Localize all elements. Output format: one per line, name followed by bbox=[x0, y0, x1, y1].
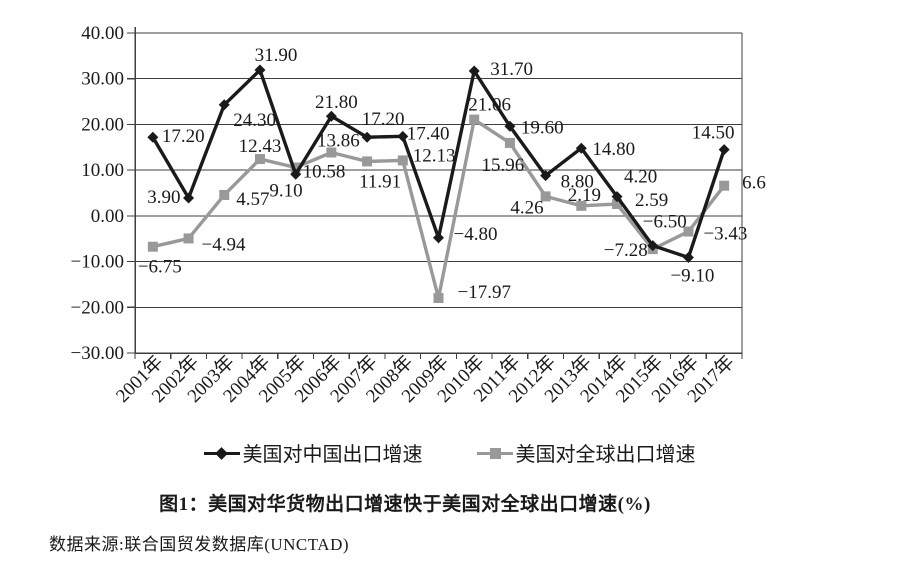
marker-square bbox=[683, 226, 694, 237]
data-label: −6.50 bbox=[643, 212, 687, 233]
marker-square bbox=[183, 233, 194, 244]
data-label: 14.80 bbox=[592, 139, 635, 160]
marker-diamond bbox=[361, 131, 373, 143]
y-tick-label: −10.00 bbox=[71, 252, 124, 273]
marker-diamond bbox=[682, 251, 694, 263]
marker-diamond bbox=[254, 64, 266, 76]
marker-square bbox=[397, 155, 408, 166]
marker-diamond bbox=[325, 110, 337, 122]
data-label: 9.10 bbox=[269, 180, 302, 201]
marker-diamond bbox=[290, 168, 302, 180]
marker-diamond bbox=[718, 144, 730, 156]
data-label: 17.40 bbox=[407, 123, 450, 144]
data-label: 4.57 bbox=[236, 189, 269, 210]
data-label: 31.70 bbox=[490, 59, 533, 80]
marker-diamond bbox=[218, 99, 230, 111]
y-tick-label: 30.00 bbox=[81, 69, 124, 90]
y-tick-label: 10.00 bbox=[81, 160, 124, 181]
marker-diamond bbox=[183, 192, 195, 204]
data-label: 12.13 bbox=[413, 145, 456, 166]
legend-square-marker-icon bbox=[476, 446, 513, 460]
data-label: −17.97 bbox=[458, 282, 511, 303]
legend-item-us-china: 美国对中国出口增速 bbox=[203, 438, 423, 467]
legend-diamond-marker-icon bbox=[203, 446, 240, 460]
marker-diamond bbox=[468, 65, 480, 77]
data-label: 10.58 bbox=[303, 161, 346, 182]
data-label: 11.91 bbox=[359, 171, 401, 192]
data-label: 24.30 bbox=[233, 110, 276, 131]
marker-square bbox=[290, 162, 301, 173]
marker-diamond bbox=[647, 240, 659, 252]
data-label: 4.26 bbox=[510, 197, 543, 218]
data-label: −7.28 bbox=[604, 240, 648, 261]
marker-square bbox=[433, 293, 444, 304]
data-label: 4.20 bbox=[624, 167, 657, 188]
marker-square bbox=[147, 241, 158, 252]
data-label: −3.43 bbox=[703, 224, 747, 245]
figure-source: 数据来源:联合国贸发数据库(UNCTAD) bbox=[49, 535, 350, 554]
diamond-icon bbox=[214, 446, 228, 460]
data-label: 2.59 bbox=[635, 190, 668, 211]
data-label: 12.43 bbox=[239, 136, 282, 157]
marker-square bbox=[254, 154, 265, 165]
marker-square bbox=[219, 189, 230, 200]
data-label: −4.80 bbox=[454, 224, 498, 245]
data-label: 17.20 bbox=[362, 109, 405, 130]
data-label: 21.80 bbox=[315, 92, 358, 113]
legend-item-us-global: 美国对全球出口增速 bbox=[476, 438, 696, 467]
data-label: 8.80 bbox=[561, 172, 594, 193]
data-label: 19.60 bbox=[521, 117, 564, 138]
marker-square bbox=[326, 147, 337, 158]
marker-diamond bbox=[504, 120, 516, 132]
data-label: 21.06 bbox=[468, 95, 511, 116]
marker-diamond bbox=[611, 191, 623, 203]
chart-legend: 美国对中国出口增速 美国对全球出口增速 bbox=[0, 438, 899, 467]
data-label: 3.90 bbox=[147, 187, 180, 208]
data-label: −6.75 bbox=[138, 257, 182, 278]
marker-square bbox=[540, 191, 551, 202]
data-label: 31.90 bbox=[255, 45, 298, 66]
marker-square bbox=[469, 114, 480, 125]
data-label: 2.19 bbox=[568, 185, 601, 206]
marker-square bbox=[719, 180, 730, 191]
y-tick-label: 20.00 bbox=[81, 114, 124, 135]
chart-svg: 40.00 30.00 20.00 10.00 0.00 −10.00 −20.00 −30.… bbox=[71, 23, 766, 407]
marker-diamond bbox=[575, 142, 587, 154]
y-tick-label: −20.00 bbox=[71, 297, 124, 318]
square-icon bbox=[489, 447, 501, 459]
data-label: 13.86 bbox=[317, 130, 360, 151]
marker-square bbox=[362, 156, 373, 167]
marker-diamond bbox=[147, 131, 159, 143]
y-tick-label: 0.00 bbox=[91, 206, 124, 227]
marker-square bbox=[576, 200, 587, 211]
marker-diamond bbox=[540, 170, 552, 182]
y-tick-label: −30.00 bbox=[71, 343, 124, 364]
data-label: −9.10 bbox=[670, 265, 714, 286]
marker-diamond bbox=[433, 232, 444, 244]
y-tick-label: 40.00 bbox=[81, 23, 124, 44]
data-label: 17.20 bbox=[162, 126, 205, 147]
marker-diamond bbox=[397, 130, 409, 142]
data-label: 15.96 bbox=[482, 155, 525, 176]
legend-label-us-china: 美国对中国出口增速 bbox=[242, 444, 423, 466]
data-label: 6.6 bbox=[742, 173, 766, 194]
marker-square bbox=[504, 137, 515, 148]
marker-square bbox=[612, 199, 623, 210]
legend-label-us-global: 美国对全球出口增速 bbox=[515, 444, 696, 466]
figure-title: 图1：美国对华货物出口增速快于美国对全球出口增速(%) bbox=[159, 494, 651, 515]
data-label: 14.50 bbox=[692, 123, 735, 144]
data-label: −4.94 bbox=[202, 234, 246, 255]
